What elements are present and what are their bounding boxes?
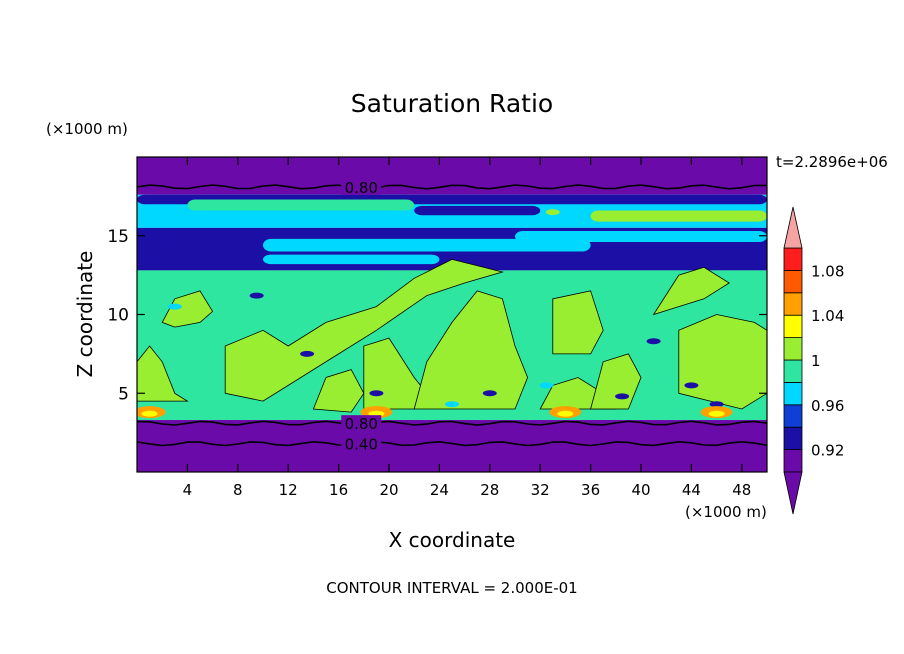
x-tick-label: 12 [279, 481, 298, 499]
colorbar-over-arrow [783, 206, 803, 249]
speck [539, 382, 554, 389]
speck [445, 401, 459, 408]
colorbar-swatch [783, 426, 803, 451]
y-axis-label: Z coordinate [73, 251, 97, 378]
contour-label: 0.80 [345, 415, 378, 433]
cloud-cell [552, 290, 604, 355]
contour-line [137, 420, 767, 426]
x-axis-label: X coordinate [389, 528, 516, 552]
colorbar-swatch [783, 381, 803, 406]
speck [249, 292, 264, 299]
colorbar-under-arrow [783, 471, 803, 515]
y-tick-label: 15 [107, 227, 129, 247]
colorbar-swatch [783, 269, 803, 294]
warm-spot-core [557, 410, 574, 417]
warm-spot-core [141, 410, 158, 417]
speck [167, 303, 182, 310]
x-tick-label: 8 [233, 481, 243, 499]
x-tick-label: 4 [183, 481, 193, 499]
layer-band [137, 420, 767, 472]
speck [615, 393, 630, 400]
x-tick-label: 24 [430, 481, 449, 499]
x-unit-label: (×1000 m) [685, 503, 767, 521]
colorbar: 0.92 0.96 1 1.04 1.08 [783, 206, 844, 515]
colorbar-tick-label: 0.96 [811, 397, 844, 415]
chart-title: Saturation Ratio [351, 89, 553, 118]
y-axis: 5 10 15 [107, 227, 767, 404]
contour-label-bg [341, 415, 382, 432]
time-label: t=2.2896e+06 [776, 153, 888, 171]
y-unit-label: (×1000 m) [46, 120, 128, 138]
colorbar-tick-label: 0.92 [811, 442, 844, 460]
cloud-cell [678, 314, 767, 410]
texture-band [590, 210, 767, 222]
colorbar-swatch [783, 359, 803, 383]
texture-band [187, 199, 415, 211]
cloud-cell [413, 290, 529, 410]
colorbar-swatch [783, 247, 803, 271]
colorbar-tick-label: 1.08 [811, 262, 844, 280]
x-tick-label: 40 [631, 481, 650, 499]
speck [482, 390, 497, 397]
cloud-cell [312, 369, 365, 413]
speck [300, 350, 315, 357]
x-axis: 4 8 12 16 20 24 28 32 36 40 44 48 [183, 157, 751, 499]
colorbar-swatch [783, 337, 803, 361]
x-tick-label: 44 [682, 481, 701, 499]
contour-label: 0.40 [345, 436, 378, 454]
x-tick-label: 28 [480, 481, 499, 499]
colorbar-tick-label: 1 [811, 352, 821, 370]
colorbar-swatch [783, 314, 803, 339]
speck [646, 338, 661, 345]
contour-label-bg [341, 178, 382, 195]
speck [545, 209, 560, 216]
y-tick-label: 5 [118, 384, 129, 404]
speck [369, 390, 384, 397]
x-tick-label: 36 [581, 481, 600, 499]
contour-line [137, 184, 767, 190]
cloud-cell [161, 290, 214, 328]
x-tick-label: 16 [329, 481, 348, 499]
cloud-cell [137, 345, 189, 402]
texture-band [263, 254, 440, 265]
texture-band [263, 238, 591, 252]
contour-interval-footer: CONTOUR INTERVAL = 2.000E-01 [326, 579, 577, 597]
colorbar-swatch [783, 449, 803, 473]
cloud-cell [652, 266, 730, 316]
colorbar-tick-label: 1.04 [811, 307, 844, 325]
contour-line [137, 440, 767, 447]
texture-band [414, 205, 541, 216]
texture-band [137, 232, 175, 260]
contour-label: 0.80 [345, 179, 378, 197]
y-tick-label: 10 [107, 306, 129, 326]
x-tick-label: 20 [379, 481, 398, 499]
contour-label-bg [341, 435, 382, 452]
speck [293, 240, 308, 247]
colorbar-swatch [783, 292, 803, 316]
speck [709, 401, 724, 408]
x-tick-label: 48 [732, 481, 751, 499]
plot-area: 0.80 0.80 0.40 [137, 157, 767, 472]
colorbar-swatch [783, 404, 803, 428]
x-tick-label: 32 [531, 481, 550, 499]
speck [684, 382, 699, 389]
texture-band [515, 231, 767, 243]
cloud-cell [224, 258, 504, 402]
warm-spot-core [708, 410, 725, 417]
